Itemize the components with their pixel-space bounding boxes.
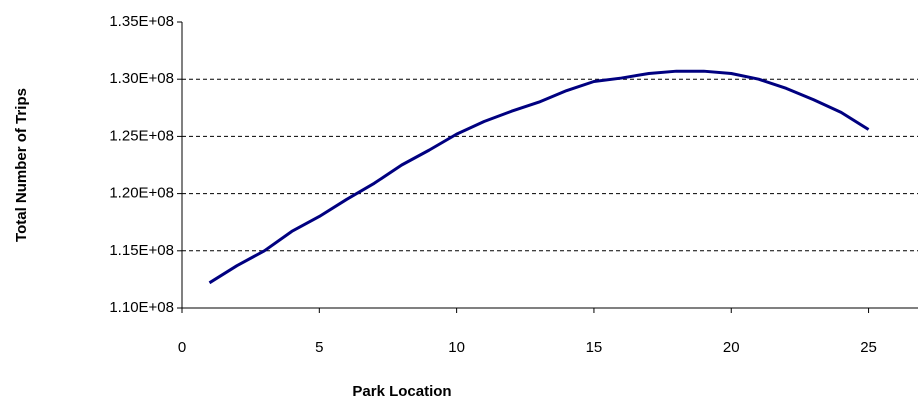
x-tick-label: 25: [860, 339, 877, 356]
x-tick-label: 10: [448, 339, 465, 356]
y-tick-label: 1.25E+08: [109, 127, 174, 144]
x-tick-label: 0: [178, 339, 186, 356]
y-tick-label: 1.10E+08: [109, 299, 174, 316]
x-tick-label: 15: [586, 339, 603, 356]
y-tick-label: 1.20E+08: [109, 185, 174, 202]
y-tick-label: 1.35E+08: [109, 13, 174, 30]
y-tick-label: 1.15E+08: [109, 242, 174, 259]
x-tick-label: 5: [315, 339, 323, 356]
x-axis-label: Park Location: [352, 383, 451, 400]
data-line: [208, 69, 870, 285]
y-axis-label: Total Number of Trips: [13, 88, 30, 242]
y-tick-label: 1.30E+08: [109, 70, 174, 87]
x-tick-label: 20: [723, 339, 740, 356]
